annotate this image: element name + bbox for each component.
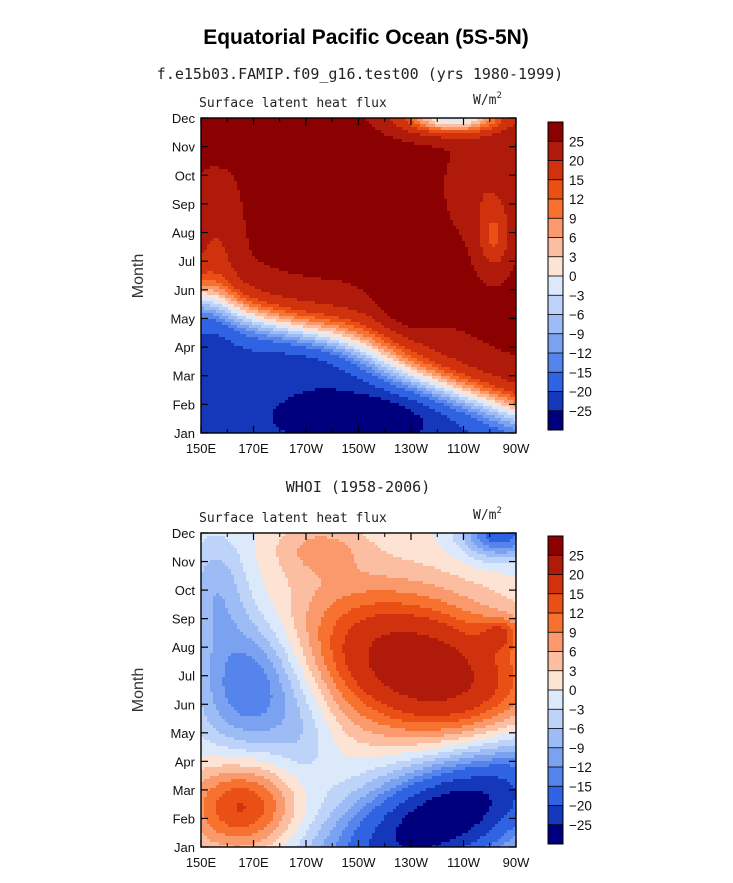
panel-model-heatmap bbox=[201, 118, 516, 433]
panel-model-title: f.e15b03.FAMIP.f09_g16.test00 (yrs 1980-… bbox=[157, 65, 563, 83]
panel-model-units-label: W/m2 bbox=[473, 91, 502, 108]
figure-title: Equatorial Pacific Ocean (5S-5N) bbox=[203, 26, 529, 49]
figure: Equatorial Pacific Ocean (5S-5N) f.e15b0… bbox=[0, 0, 733, 883]
panel-model-ylabel: Month bbox=[130, 254, 147, 298]
panel-model-variable-label: Surface latent heat flux bbox=[199, 96, 387, 111]
panel-model: f.e15b03.FAMIP.f09_g16.test00 (yrs 1980-… bbox=[130, 65, 592, 456]
